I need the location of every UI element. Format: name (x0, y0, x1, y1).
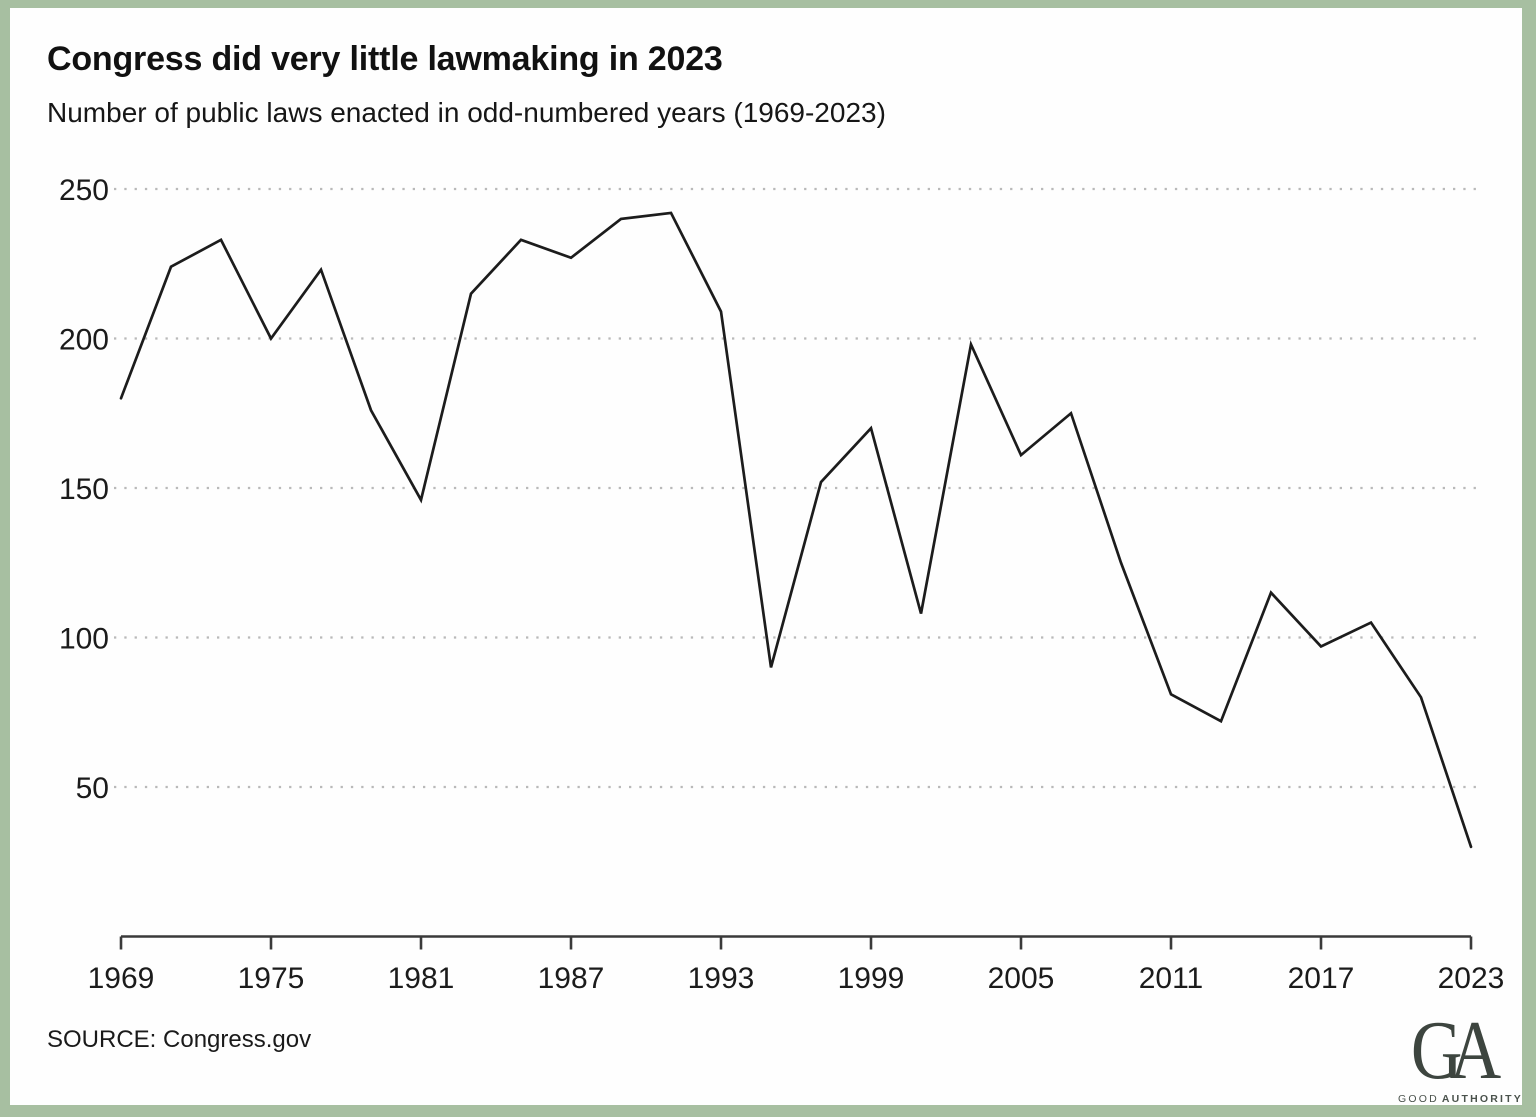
source-note: SOURCE: Congress.gov (47, 1026, 312, 1053)
logo-word-good: GOOD (1398, 1093, 1439, 1106)
page-subtitle: Number of public laws enacted in odd-num… (47, 97, 886, 128)
good-authority-logo: GA GOOD AUTHORITY (1398, 1004, 1521, 1106)
page-title: Congress did very little lawmaking in 20… (47, 40, 723, 78)
good-authority-monogram: GA (1410, 1004, 1501, 1097)
chart-card (10, 8, 1522, 1105)
logo-word-authority: AUTHORITY (1441, 1093, 1523, 1106)
good-authority-wordmark: GOOD AUTHORITY (1398, 1093, 1521, 1106)
